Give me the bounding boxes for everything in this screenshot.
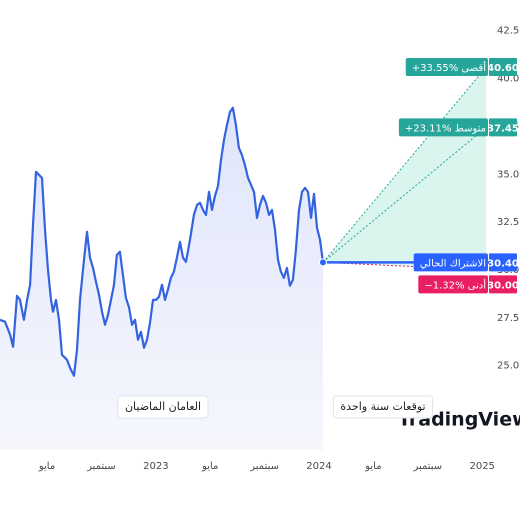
- price-tag-label-box: [405, 58, 488, 77]
- history-area: [0, 107, 323, 451]
- price-tag-box: [489, 253, 517, 272]
- forecast-line: [322, 126, 487, 263]
- price-tag-value: 40.60: [487, 63, 519, 74]
- y-tick-label: 35.00: [497, 169, 520, 180]
- price-tag-value: 30.40: [487, 258, 519, 269]
- x-tick-label: سبتمبر: [86, 461, 116, 472]
- price-tag-label: −1.32% أدنى: [424, 278, 486, 291]
- x-tick-label: سبتمبر: [249, 461, 279, 472]
- price-tag-label: +23.11% متوسط: [405, 123, 486, 134]
- price-tag-label-box: [398, 118, 488, 137]
- current-point: [318, 258, 327, 267]
- y-tick-label: 32.50: [497, 217, 520, 228]
- price-tag-label: الاشتراك الحالي: [420, 258, 486, 269]
- x-tick-label: 2024: [306, 461, 331, 472]
- price-line: [0, 106, 325, 377]
- region-label-box: [117, 395, 209, 419]
- region-label: توقعات سنة واحدة: [340, 400, 425, 413]
- x-tick-label: مايو: [364, 461, 381, 472]
- y-tick-label: 27.50: [497, 313, 520, 324]
- price-tag-box: [489, 58, 517, 77]
- x-tick-label: 2025: [469, 461, 494, 472]
- price-tag-value: 30.00: [487, 280, 519, 291]
- plot-area: 25.0027.5030.0032.5035.0037.5040.0042.50…: [0, 26, 520, 472]
- region-label-box: [332, 395, 434, 419]
- x-tick-label: سبتمبر: [412, 461, 442, 472]
- x-tick-label: مايو: [38, 461, 55, 472]
- price-tag-label-box: [418, 275, 488, 294]
- price-tag-value: 37.45: [487, 123, 519, 134]
- y-tick-label: 25.00: [497, 361, 520, 372]
- price-tag-label-box: [413, 253, 488, 272]
- y-tick-label: 40.00: [497, 74, 520, 85]
- forecast-area: [322, 67, 487, 271]
- price-tag-label: +33.55% أقصى: [412, 61, 486, 74]
- price-tag-box: [489, 118, 517, 137]
- x-tick-label: 2023: [143, 461, 168, 472]
- forecast-line: [322, 66, 487, 263]
- y-tick-label: 42.50: [497, 26, 520, 37]
- price-tag-box: [489, 275, 517, 294]
- region-label: العامان الماضيان: [125, 400, 201, 413]
- x-tick-label: مايو: [201, 461, 218, 472]
